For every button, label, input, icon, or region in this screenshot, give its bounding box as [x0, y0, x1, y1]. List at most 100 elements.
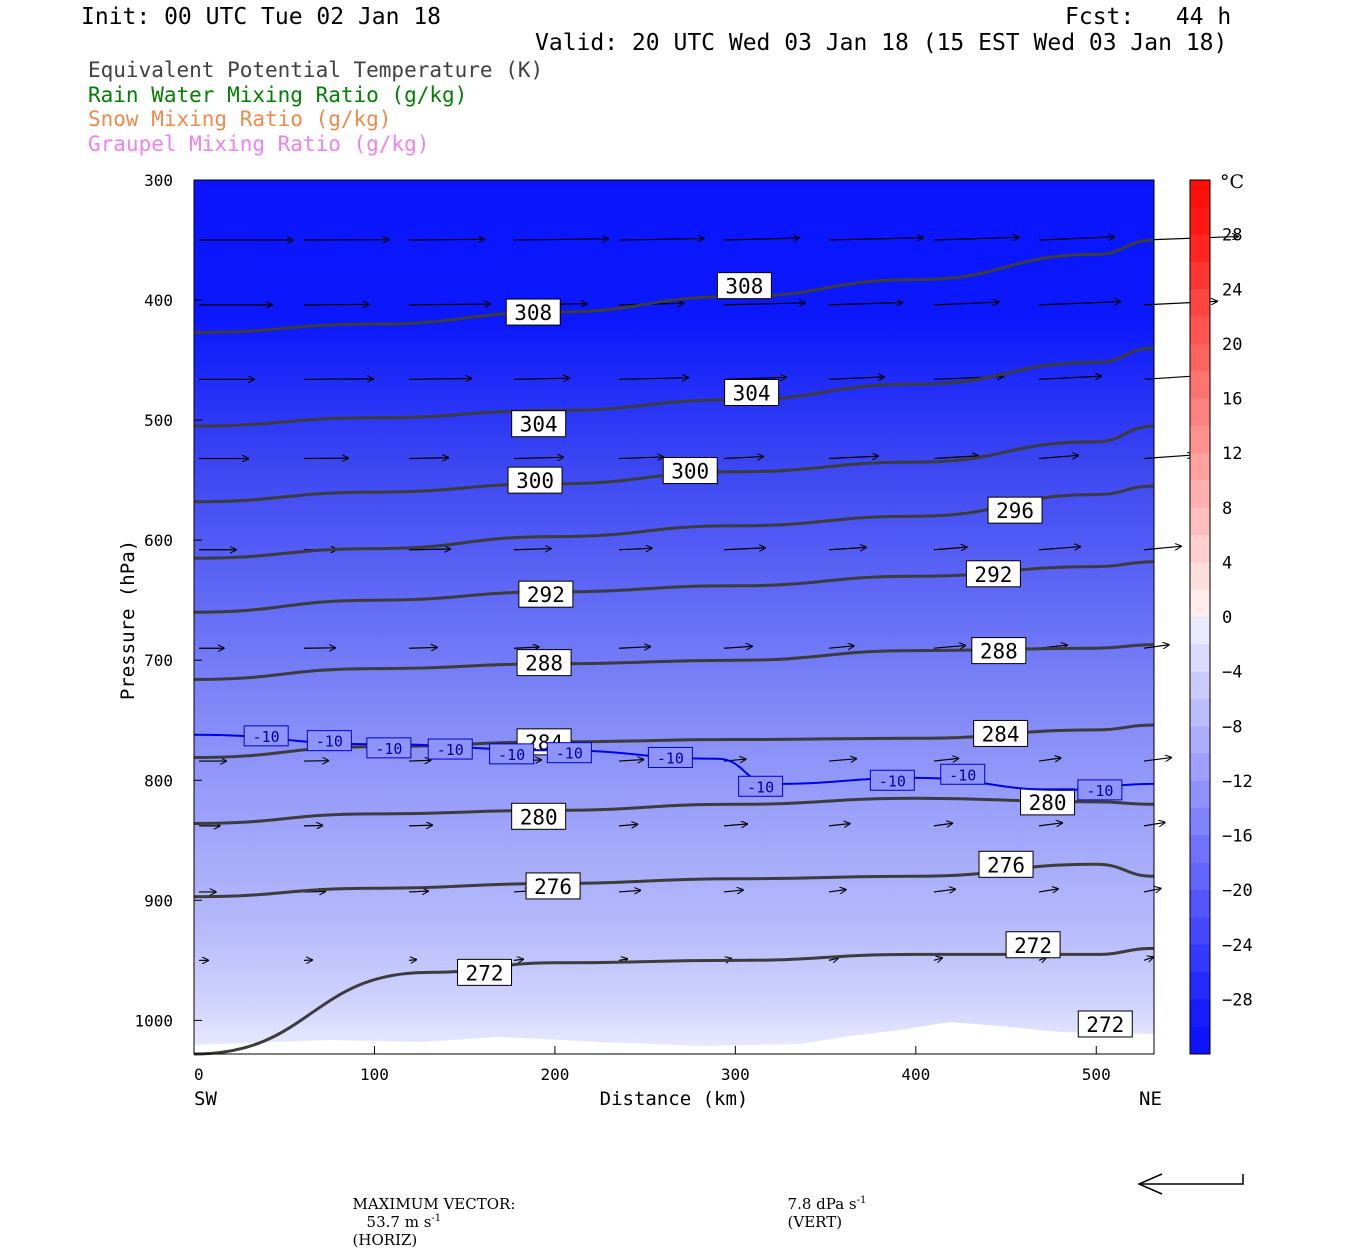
isotherm-label: -10	[253, 728, 280, 746]
colorbar-tick-label: 12	[1222, 444, 1242, 464]
wind-vector	[409, 891, 429, 892]
colorbar-tick-label: −28	[1222, 990, 1253, 1010]
wind-vector	[409, 239, 485, 240]
reference-vector-arrow	[1139, 1174, 1243, 1194]
isotherm-label: -10	[879, 772, 906, 790]
wind-vector	[409, 825, 433, 826]
x-tick-label: 300	[721, 1065, 750, 1084]
theta-e-label: 300	[671, 460, 709, 484]
colorbar-tick-label: −8	[1222, 717, 1242, 737]
colorbar-segment	[1190, 808, 1210, 836]
colorbar-tick-label: 24	[1222, 280, 1242, 300]
colorbar-tick-label: 28	[1222, 226, 1242, 246]
colorbar-segment	[1190, 317, 1210, 345]
theta-e-label: 300	[516, 469, 554, 493]
theta-e-label: 308	[725, 275, 763, 299]
colorbar-segment	[1190, 371, 1210, 399]
theta-e-label: 280	[1029, 791, 1067, 815]
vert-vector-caption: 7.8 dPa s-1 (VERT)	[778, 1177, 866, 1231]
colorbar-segment	[1190, 672, 1210, 700]
y-tick-label: 600	[144, 531, 173, 550]
theta-e-label: 276	[534, 875, 572, 899]
theta-e-label: 288	[525, 652, 563, 676]
theta-e-label: 308	[514, 301, 552, 325]
colorbar-segment	[1190, 289, 1210, 317]
colorbar-unit: °C	[1220, 171, 1244, 193]
colorbar-tick-label: 8	[1222, 499, 1232, 519]
colorbar-segment	[1190, 644, 1210, 672]
theta-e-label: 296	[996, 499, 1034, 523]
theta-e-label: 272	[1086, 1013, 1124, 1037]
x-tick-label: 100	[360, 1065, 389, 1084]
theta-e-label: 280	[520, 805, 558, 829]
wind-vector	[409, 378, 472, 379]
theta-e-label: 276	[987, 853, 1025, 877]
isotherm-label: -10	[556, 745, 583, 763]
isotherm-label: -10	[657, 749, 684, 767]
max-vector-label: MAXIMUM VECTOR:	[353, 1195, 516, 1213]
isotherm-label: -10	[1086, 782, 1113, 800]
horiz-exponent: -1	[431, 1213, 441, 1224]
colorbar-tick-label: −24	[1222, 936, 1253, 956]
theta-e-label: 292	[527, 583, 565, 607]
colorbar-segment	[1190, 207, 1210, 235]
max-vector-caption: MAXIMUM VECTOR: 53.7 m s-1 (HORIZ)	[343, 1177, 515, 1249]
theta-e-label: 284	[982, 722, 1020, 746]
x-end-label-right: NE	[1139, 1088, 1162, 1110]
isotherm-label: -10	[949, 766, 976, 784]
colorbar-tick-label: 16	[1222, 390, 1242, 410]
colorbar-segment	[1190, 945, 1210, 973]
plot-background	[194, 180, 1154, 1054]
colorbar-segment	[1190, 399, 1210, 427]
colorbar-segment	[1190, 562, 1210, 590]
theta-e-label: 272	[466, 961, 504, 985]
y-tick-label: 300	[144, 171, 173, 190]
wind-vector	[409, 960, 417, 961]
vert-vector-unit: (VERT)	[788, 1213, 843, 1231]
x-tick-label: 400	[901, 1065, 930, 1084]
x-tick-label: 200	[540, 1065, 569, 1084]
isotherm-label: -10	[437, 741, 464, 759]
colorbar-segment	[1190, 617, 1210, 645]
colorbar-tick-label: −4	[1222, 663, 1242, 683]
colorbar-segment	[1190, 863, 1210, 891]
colorbar-segment	[1190, 180, 1210, 208]
wind-vector	[409, 304, 491, 305]
colorbar-tick-label: −12	[1222, 772, 1253, 792]
x-axis-label: Distance (km)	[600, 1088, 749, 1110]
colorbar-segment	[1190, 972, 1210, 1000]
x-tick-label: 500	[1082, 1065, 1111, 1084]
x-tick-label: 0	[194, 1065, 204, 1084]
colorbar-segment	[1190, 535, 1210, 563]
isotherm-label: -10	[316, 733, 343, 751]
colorbar-segment	[1190, 508, 1210, 536]
colorbar-segment	[1190, 836, 1210, 864]
colorbar-tick-label: 4	[1222, 553, 1232, 573]
colorbar-tick-label: 20	[1222, 335, 1242, 355]
colorbar-segment	[1190, 999, 1210, 1027]
theta-e-label: 272	[1014, 934, 1052, 958]
colorbar-tick-label: 0	[1222, 608, 1232, 628]
y-tick-label: 700	[144, 651, 173, 670]
colorbar-segment	[1190, 262, 1210, 290]
colorbar-segment	[1190, 1027, 1210, 1055]
colorbar-segment	[1190, 235, 1210, 263]
colorbar-segment	[1190, 344, 1210, 372]
isotherm-label: -10	[747, 778, 774, 796]
theta-e-label: 288	[980, 640, 1018, 664]
theta-e-label: 292	[974, 563, 1012, 587]
vert-exponent: -1	[857, 1195, 867, 1206]
colorbar-segment	[1190, 590, 1210, 618]
colorbar-segment	[1190, 917, 1210, 945]
colorbar-segment	[1190, 426, 1210, 454]
y-tick-label: 1000	[134, 1011, 173, 1030]
colorbar-tick-label: −16	[1222, 827, 1253, 847]
colorbar-segment	[1190, 480, 1210, 508]
y-tick-label: 900	[144, 891, 173, 910]
horiz-vector-unit: (HORIZ)	[353, 1231, 418, 1249]
isotherm-label: -10	[498, 746, 525, 764]
colorbar-segment	[1190, 754, 1210, 782]
x-end-label-left: SW	[194, 1088, 217, 1110]
